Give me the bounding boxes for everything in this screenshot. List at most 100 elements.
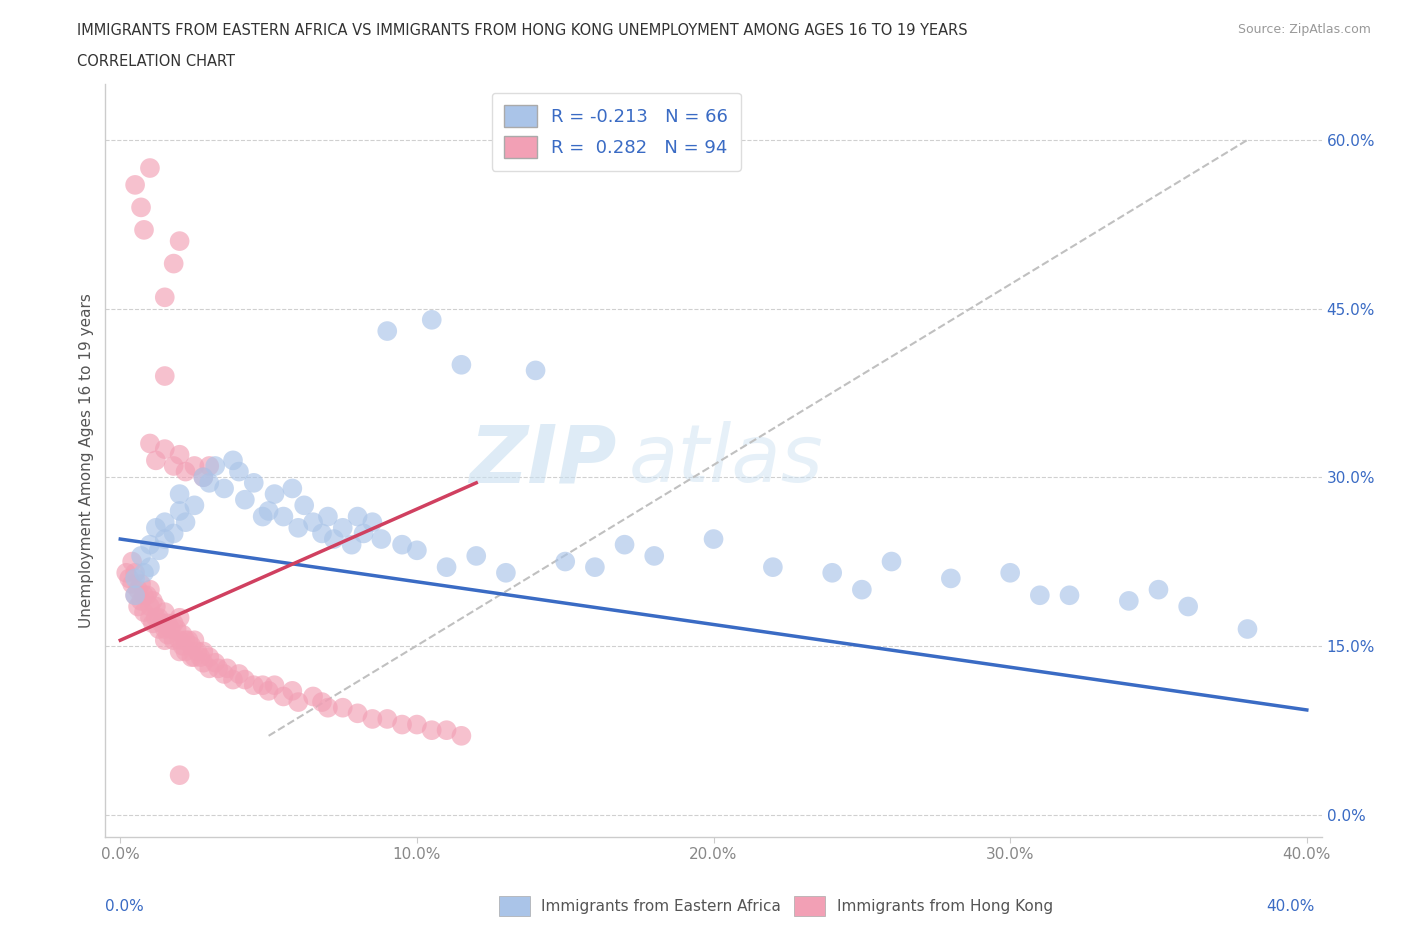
Point bbox=[198, 661, 221, 676]
Point bbox=[180, 650, 202, 665]
Point bbox=[166, 621, 188, 636]
Point bbox=[145, 599, 167, 614]
Point bbox=[316, 700, 339, 715]
Point bbox=[139, 538, 162, 552]
Point bbox=[174, 464, 197, 479]
Point bbox=[132, 222, 155, 237]
Point bbox=[183, 498, 205, 512]
Point bbox=[436, 723, 458, 737]
Point bbox=[163, 526, 186, 541]
Point bbox=[186, 644, 208, 659]
Point bbox=[1147, 582, 1170, 597]
Point bbox=[353, 526, 375, 541]
Point bbox=[127, 582, 149, 597]
Point bbox=[273, 689, 295, 704]
Point bbox=[880, 554, 903, 569]
Point bbox=[273, 509, 295, 524]
Point bbox=[121, 554, 143, 569]
Text: Immigrants from Hong Kong: Immigrants from Hong Kong bbox=[837, 899, 1053, 914]
Point bbox=[465, 549, 488, 564]
Point bbox=[287, 521, 309, 536]
Point bbox=[1029, 588, 1052, 603]
Point bbox=[998, 565, 1021, 580]
Point bbox=[193, 470, 215, 485]
Point bbox=[583, 560, 606, 575]
Point bbox=[172, 627, 194, 642]
Point bbox=[127, 599, 149, 614]
Point bbox=[450, 728, 472, 743]
Point bbox=[391, 538, 413, 552]
Text: CORRELATION CHART: CORRELATION CHART bbox=[77, 54, 235, 69]
Point bbox=[851, 582, 873, 597]
Point bbox=[406, 543, 429, 558]
Point bbox=[169, 610, 191, 625]
Point bbox=[148, 621, 170, 636]
Point bbox=[153, 604, 176, 619]
Point bbox=[156, 616, 179, 631]
Point bbox=[242, 678, 264, 693]
Point bbox=[115, 565, 138, 580]
Point bbox=[190, 650, 212, 665]
Point bbox=[1118, 593, 1140, 608]
Point bbox=[361, 711, 384, 726]
Point bbox=[163, 616, 186, 631]
Point bbox=[311, 526, 333, 541]
Point bbox=[198, 458, 221, 473]
Point bbox=[174, 632, 197, 647]
Point bbox=[193, 644, 215, 659]
Point bbox=[139, 582, 162, 597]
Point bbox=[420, 312, 443, 327]
Point bbox=[124, 565, 146, 580]
Point bbox=[142, 616, 165, 631]
Point bbox=[148, 543, 170, 558]
Point bbox=[215, 661, 238, 676]
Point bbox=[129, 577, 152, 591]
Point bbox=[222, 672, 245, 687]
Point bbox=[375, 324, 398, 339]
Point bbox=[169, 447, 191, 462]
Point bbox=[139, 161, 162, 176]
Point bbox=[198, 475, 221, 490]
Point bbox=[124, 588, 146, 603]
Text: 40.0%: 40.0% bbox=[1267, 899, 1315, 914]
Point bbox=[153, 514, 176, 529]
Point bbox=[322, 532, 344, 547]
Point bbox=[163, 632, 186, 647]
Point bbox=[391, 717, 413, 732]
Point bbox=[139, 599, 162, 614]
Point bbox=[252, 509, 274, 524]
Point bbox=[198, 650, 221, 665]
Point bbox=[183, 632, 205, 647]
Point bbox=[242, 475, 264, 490]
Point bbox=[554, 554, 576, 569]
Point bbox=[136, 588, 159, 603]
Point bbox=[204, 656, 226, 671]
Point bbox=[193, 470, 215, 485]
Point bbox=[204, 458, 226, 473]
Point bbox=[132, 604, 155, 619]
Point bbox=[174, 644, 197, 659]
Point bbox=[281, 481, 304, 496]
Point bbox=[316, 509, 339, 524]
Point bbox=[346, 706, 368, 721]
Point bbox=[172, 638, 194, 653]
Point bbox=[212, 481, 235, 496]
Point bbox=[332, 700, 354, 715]
Point bbox=[121, 577, 143, 591]
Text: Immigrants from Eastern Africa: Immigrants from Eastern Africa bbox=[541, 899, 782, 914]
Point bbox=[370, 532, 392, 547]
Point bbox=[153, 368, 176, 383]
Text: ZIP: ZIP bbox=[468, 421, 616, 499]
Point bbox=[762, 560, 785, 575]
Point bbox=[287, 695, 309, 710]
Point bbox=[153, 632, 176, 647]
Point bbox=[524, 363, 547, 378]
Point bbox=[180, 638, 202, 653]
Point bbox=[346, 509, 368, 524]
Point bbox=[139, 436, 162, 451]
Point bbox=[169, 768, 191, 783]
Point bbox=[148, 610, 170, 625]
Point bbox=[129, 200, 152, 215]
Point bbox=[145, 521, 167, 536]
Point bbox=[153, 532, 176, 547]
